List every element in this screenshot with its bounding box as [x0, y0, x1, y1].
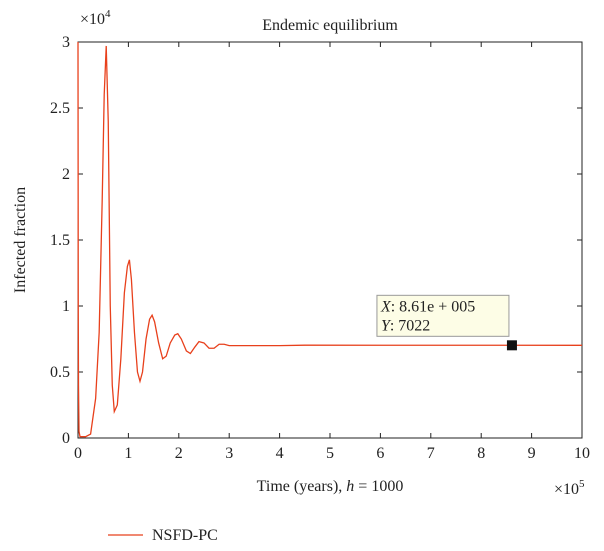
data-tip-value: : 8.61e + 005	[391, 298, 476, 315]
x-multiplier: ×105	[554, 478, 585, 498]
x-label-part: h	[346, 478, 354, 495]
x-label-part: Time (years),	[257, 478, 347, 495]
x-tick-label: 8	[477, 445, 485, 462]
y-tick-label: 1.5	[50, 232, 70, 249]
data-tip-prefix: Y	[381, 317, 392, 334]
multiplier-base: ×10	[80, 11, 105, 28]
data-tip-value: : 7022	[390, 317, 430, 334]
x-tick-label: 4	[276, 445, 284, 462]
data-tip-marker	[506, 340, 517, 351]
multiplier-base: ×10	[554, 481, 579, 498]
y-tick-label: 2	[62, 166, 70, 183]
y-tick-label: 1	[62, 298, 70, 315]
x-tick-label: 0	[74, 445, 82, 462]
y-multiplier: ×104	[80, 8, 111, 28]
x-tick-label: 6	[376, 445, 384, 462]
x-label-part: = 1000	[354, 478, 403, 495]
y-axis-label: Infected fraction	[12, 187, 29, 293]
data-tip-box	[376, 294, 510, 337]
x-tick-label: 1	[124, 445, 132, 462]
x-tick-label: 10	[574, 445, 590, 462]
x-tick-label: 9	[528, 445, 536, 462]
multiplier-exponent: 4	[105, 8, 111, 20]
x-tick-label: 5	[326, 445, 334, 462]
y-tick-label: 0.5	[50, 364, 70, 381]
plot-frame	[77, 41, 583, 439]
x-tick-label: 3	[225, 445, 233, 462]
multiplier-exponent: 5	[579, 478, 585, 490]
chart-title: Endemic equilibrium	[262, 17, 398, 34]
legend-label: NSFD-PC	[152, 527, 218, 544]
series-line	[77, 41, 583, 438]
x-tick-label: 7	[427, 445, 435, 462]
data-tip-x: X: 8.61e + 005	[380, 298, 475, 315]
x-axis-label: Time (years), h = 1000	[257, 478, 404, 495]
x-tick-label: 2	[175, 445, 183, 462]
data-tip-y: Y: 7022	[381, 317, 430, 334]
y-tick-label: 2.5	[50, 100, 70, 117]
data-tip-prefix: X	[380, 298, 392, 315]
y-tick-label: 0	[62, 430, 70, 447]
y-tick-label: 3	[62, 34, 70, 51]
